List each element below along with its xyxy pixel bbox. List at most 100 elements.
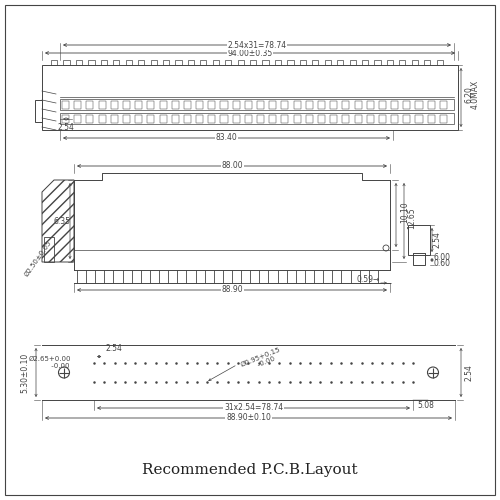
Bar — [312, 60, 318, 65]
Bar — [342, 114, 349, 122]
Text: Ø0.95+0.15
       -0.00: Ø0.95+0.15 -0.00 — [240, 346, 284, 374]
Bar — [138, 60, 144, 65]
Bar — [160, 100, 166, 108]
Text: 2.54: 2.54 — [106, 344, 122, 352]
Bar — [163, 60, 169, 65]
Bar — [366, 100, 374, 108]
Bar — [330, 114, 337, 122]
Bar — [176, 60, 182, 65]
Bar — [76, 60, 82, 65]
Bar — [135, 100, 142, 108]
Text: 2.54x31=78.74: 2.54x31=78.74 — [228, 40, 286, 50]
Bar — [282, 114, 288, 122]
Bar — [184, 100, 191, 108]
Bar — [403, 114, 410, 122]
Bar — [294, 114, 300, 122]
Bar — [123, 114, 130, 122]
Bar — [98, 114, 105, 122]
Bar — [379, 114, 386, 122]
Bar — [440, 100, 447, 108]
Bar — [98, 100, 105, 108]
Bar — [413, 253, 425, 265]
Bar — [160, 114, 166, 122]
Bar — [416, 114, 422, 122]
Text: 0.60: 0.60 — [433, 260, 450, 268]
Bar — [86, 114, 94, 122]
Bar — [111, 100, 118, 108]
Bar — [318, 114, 325, 122]
Bar — [51, 60, 57, 65]
Bar — [354, 114, 362, 122]
Text: 6.35: 6.35 — [54, 216, 70, 226]
Bar — [257, 100, 264, 108]
Bar — [318, 100, 325, 108]
Text: 4.0MAX: 4.0MAX — [471, 80, 480, 109]
Bar — [101, 60, 107, 65]
Bar — [232, 100, 239, 108]
Bar — [35, 100, 42, 122]
Bar — [60, 99, 454, 110]
Text: 83.40: 83.40 — [216, 134, 238, 142]
Bar — [330, 100, 337, 108]
Text: 10.10: 10.10 — [400, 201, 409, 223]
Bar — [126, 60, 132, 65]
Bar — [269, 100, 276, 108]
Bar — [288, 60, 294, 65]
Bar — [245, 114, 252, 122]
Bar — [403, 100, 410, 108]
Bar — [342, 100, 349, 108]
Bar — [275, 60, 281, 65]
Bar — [148, 100, 154, 108]
Text: 0.59→: 0.59→ — [356, 274, 380, 283]
Text: Ø2.50±0.05: Ø2.50±0.05 — [24, 239, 52, 277]
Bar — [366, 114, 374, 122]
Bar — [387, 60, 393, 65]
Bar — [412, 60, 418, 65]
Bar — [379, 100, 386, 108]
Text: Recommended P.C.B.Layout: Recommended P.C.B.Layout — [142, 463, 358, 477]
Bar — [113, 60, 119, 65]
Text: 5.08: 5.08 — [417, 400, 434, 409]
Bar — [257, 114, 264, 122]
Bar — [62, 100, 69, 108]
Bar — [306, 100, 313, 108]
Bar — [172, 114, 179, 122]
Bar — [374, 60, 380, 65]
Bar — [306, 114, 313, 122]
Bar — [428, 100, 434, 108]
Bar — [245, 100, 252, 108]
Bar — [399, 60, 406, 65]
Bar — [64, 60, 70, 65]
Text: 12.65: 12.65 — [407, 207, 416, 229]
Text: 31x2.54=78.74: 31x2.54=78.74 — [224, 404, 283, 412]
Bar — [200, 60, 206, 65]
Bar — [350, 60, 356, 65]
Text: 6.00: 6.00 — [433, 252, 450, 262]
Text: 5.30±0.10: 5.30±0.10 — [20, 352, 30, 393]
Bar — [172, 100, 179, 108]
Bar — [208, 114, 216, 122]
Text: Ø2.65+0.00
         -0.00: Ø2.65+0.00 -0.00 — [29, 356, 72, 369]
Bar — [416, 100, 422, 108]
Bar — [391, 114, 398, 122]
Text: 2.54: 2.54 — [58, 124, 74, 132]
Bar — [74, 100, 82, 108]
Bar — [324, 60, 331, 65]
Bar — [282, 100, 288, 108]
Bar — [88, 60, 94, 65]
Bar — [354, 100, 362, 108]
Bar — [220, 100, 228, 108]
Bar — [424, 60, 430, 65]
Bar — [148, 114, 154, 122]
Bar — [60, 113, 454, 124]
Bar — [294, 100, 300, 108]
Bar — [337, 60, 344, 65]
Bar — [111, 114, 118, 122]
Bar — [74, 114, 82, 122]
Bar — [436, 60, 443, 65]
Bar — [44, 237, 54, 262]
Text: 88.90±0.10: 88.90±0.10 — [226, 414, 271, 422]
Bar — [196, 114, 203, 122]
Bar — [212, 60, 219, 65]
Bar — [238, 60, 244, 65]
